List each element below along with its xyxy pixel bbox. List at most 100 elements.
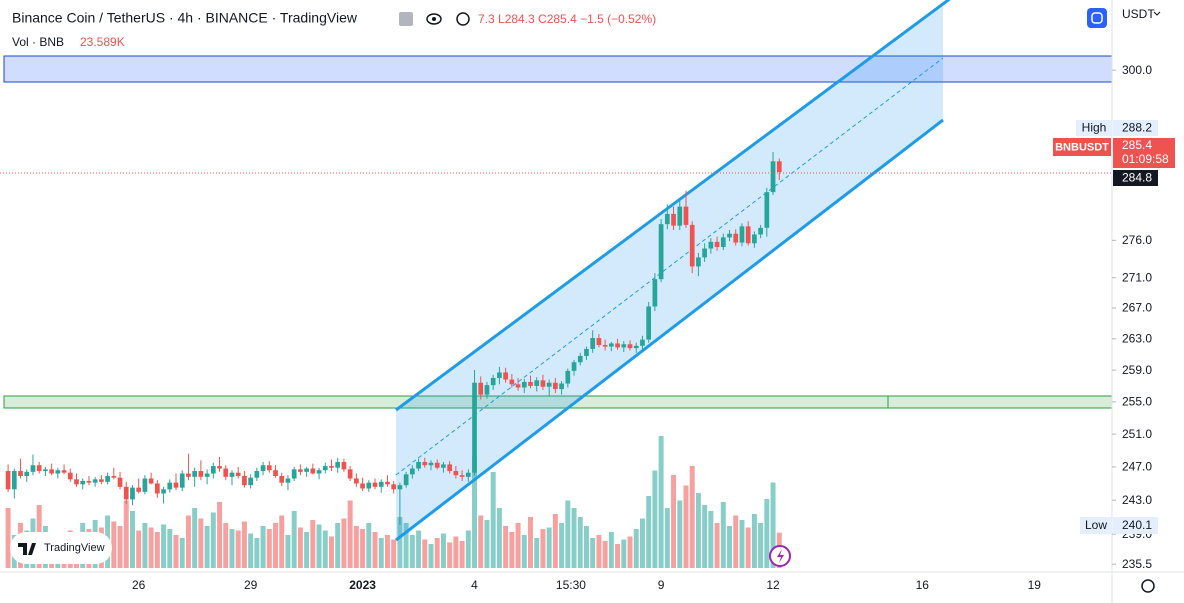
volume-bar [727,526,733,568]
volume-bar [229,529,235,568]
volume-bar [590,538,596,568]
candle-body [708,241,714,249]
eye-icon[interactable] [426,13,442,25]
volume-bar [646,496,652,568]
volume-bar [397,517,403,568]
settings-icon[interactable] [456,12,470,26]
volume-bar [136,530,142,568]
candle-body [260,465,266,472]
volume-bar [310,520,316,568]
volume-bar [540,529,546,568]
candle-body [347,469,353,479]
candle-body [248,477,253,486]
channel-mid [395,57,944,476]
candle-body [534,380,540,386]
candle-body [465,472,471,477]
candle-body [67,472,73,480]
candle-body [167,482,173,490]
sync-button[interactable] [1087,8,1107,28]
candle-body [633,345,639,349]
candle-body [92,479,98,483]
candle-body [503,372,508,380]
volume-bar [559,523,565,568]
volume-bar [428,544,434,568]
legend-box [4,4,476,32]
volume-bar [416,530,422,568]
volume-bar [496,508,502,568]
candle-body [285,478,291,483]
y-tick-label: 267.0 [1122,301,1152,315]
candle-body [254,471,260,478]
volume-bar [297,527,303,568]
volume-bar [472,455,478,568]
logo-box[interactable] [10,532,112,564]
candle-body [640,339,645,346]
candle-body [602,345,608,347]
candle-body [720,237,726,248]
mark-badge [1113,170,1158,186]
candle-body [161,489,166,494]
volume-bar [161,524,167,568]
volume-bar [751,514,757,568]
candle-body [43,469,48,472]
volume-bar [689,466,695,568]
volume-bar [210,512,216,568]
high-label: High [1082,121,1107,135]
volume-bar [490,472,496,568]
volume-bar [608,532,614,568]
candle-body [74,479,79,485]
candle-body [316,470,322,474]
y-tick-label: 276.0 [1122,233,1152,247]
candle-body [447,464,453,472]
x-tick-label: 29 [244,578,258,592]
volume-bar [5,508,11,568]
vol-name: Vol · BNB [12,35,64,49]
candle-body [434,462,440,468]
volume-bar [459,541,465,568]
channel-lower [395,118,944,542]
candle-body [111,476,117,478]
volume-bar [335,523,341,568]
volume-bar [764,499,770,568]
volume-bar [465,530,471,568]
y-tick-label: 259.0 [1122,363,1152,377]
volume-bar [739,520,745,568]
candle-body [714,241,720,248]
currency[interactable]: USDT [1122,7,1155,21]
volume-bar [142,523,148,568]
volume-bar [360,529,366,568]
candle-body [291,469,297,479]
volume-bar [503,526,509,568]
y-tick-label: 251.0 [1122,427,1152,441]
flag-icon[interactable] [399,12,413,26]
candle-body [142,478,148,492]
volume-bar [279,515,285,568]
candle-body [621,344,627,348]
candle-body [99,479,104,482]
candle-body [677,206,683,226]
candle-body [484,385,490,395]
volume-bar [770,482,776,568]
candle-body [223,468,229,477]
candle-body [179,473,185,488]
volume-bar [720,502,726,568]
high-value: 288.2 [1122,121,1152,135]
candle-body [696,257,701,267]
volume-bar [515,523,521,568]
y-tick-label: 300.0 [1122,63,1152,77]
settings-gear[interactable] [1141,579,1155,593]
mark-price: 284.8 [1122,171,1152,185]
candle-body [36,465,42,472]
volume-bar [633,529,639,568]
volume-bar [391,539,397,568]
candle-body [764,192,770,228]
x-tick-label: 19 [1028,578,1042,592]
candle-body [727,233,732,238]
candle-body [11,471,17,490]
candle-body [521,381,527,388]
candle-body [130,487,135,500]
candle-body [752,234,757,244]
candle-body [117,477,123,487]
volume-bar [322,530,328,568]
volume-bar [111,521,117,568]
